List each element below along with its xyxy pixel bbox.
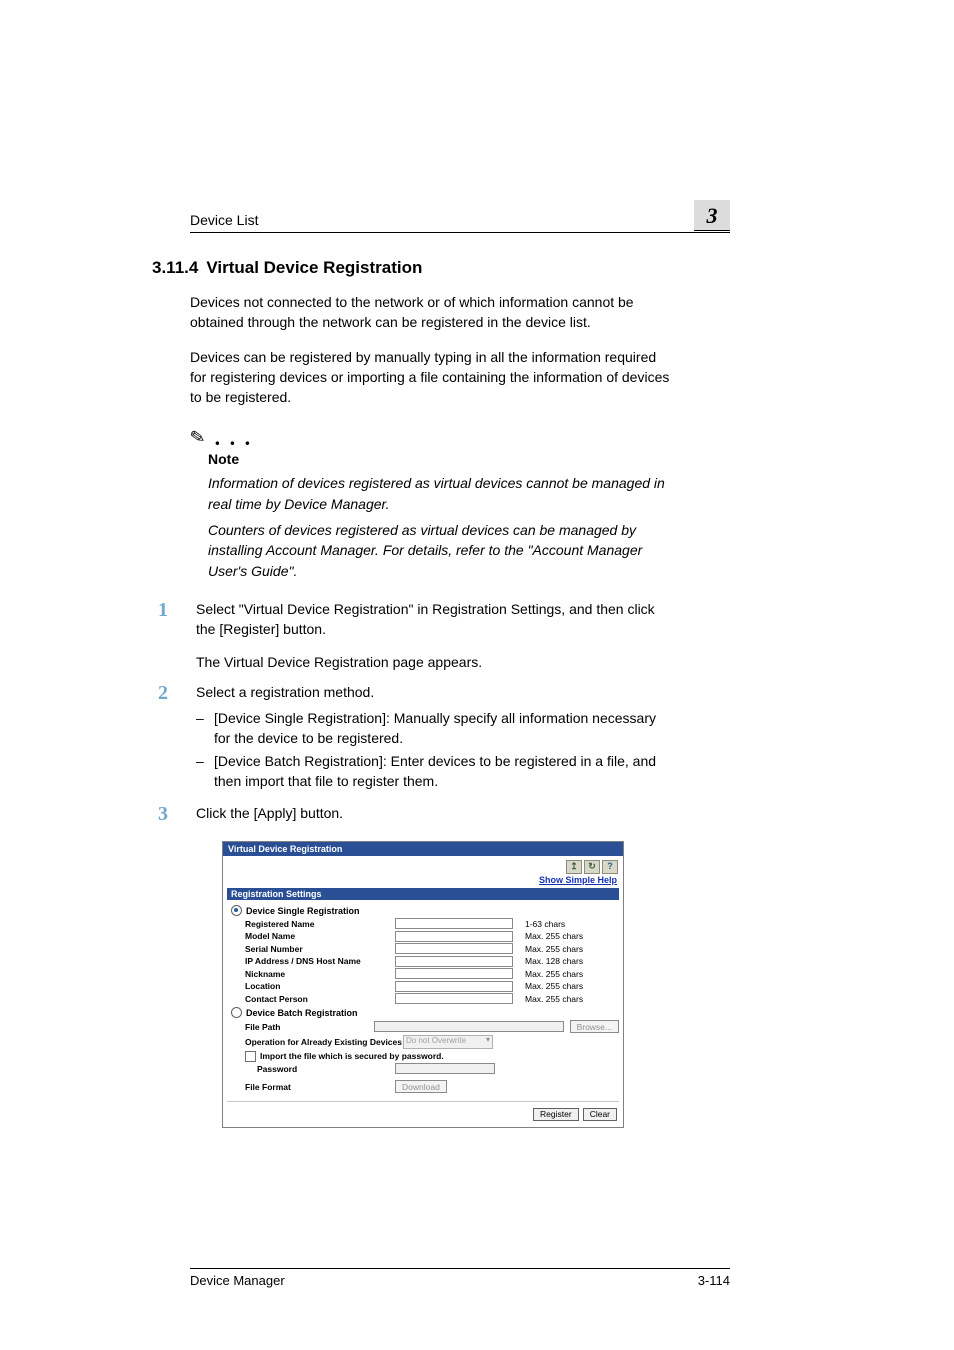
step-3: 3 Click the [Apply] button. [152,803,672,825]
step-1-text: Select "Virtual Device Registration" in … [196,601,655,637]
hint-contact: Max. 255 chars [525,994,583,1004]
checkbox-icon[interactable] [245,1051,256,1062]
running-title: Device List [190,212,258,228]
label-model-name: Model Name [245,931,395,941]
panel-title: Virtual Device Registration [223,842,623,856]
label-registered-name: Registered Name [245,919,395,929]
checkbox-import-secured[interactable]: Import the file which is secured by pass… [245,1051,619,1062]
paragraph-intro-1: Devices not connected to the network or … [190,292,670,333]
step-2: 2 Select a registration method. –[Device… [152,682,672,793]
label-location: Location [245,981,395,991]
footer-left: Device Manager [190,1273,285,1288]
step-1-sub: The Virtual Device Registration page app… [196,652,672,672]
label-op-existing: Operation for Already Existing Devices [245,1037,403,1047]
input-nickname[interactable] [395,968,513,979]
label-nickname: Nickname [245,969,395,979]
paragraph-intro-2: Devices can be registered by manually ty… [190,347,670,408]
toolbar-up-icon[interactable]: ↥ [566,860,582,874]
note-dots: . . . [207,425,252,450]
radio-single-registration[interactable]: Device Single Registration [231,905,619,916]
note-body-1: Information of devices registered as vir… [208,473,670,514]
running-header: Device List [190,212,730,233]
hint-nickname: Max. 255 chars [525,969,583,979]
show-simple-help-link[interactable]: Show Simple Help [223,875,623,888]
label-contact: Contact Person [245,994,395,1004]
note-body-2: Counters of devices registered as virtua… [208,520,670,581]
label-password: Password [257,1064,395,1074]
section-tab: 3 [694,200,730,231]
input-serial-number[interactable] [395,943,513,954]
step-3-text: Click the [Apply] button. [196,805,343,821]
step-2-bullet-2: –[Device Batch Registration]: Enter devi… [196,751,672,792]
browse-button[interactable]: Browse... [570,1020,619,1033]
input-contact[interactable] [395,993,513,1004]
page-footer: Device Manager 3-114 [190,1268,730,1288]
toolbar-help-icon[interactable]: ? [602,860,618,874]
step-number: 1 [152,599,196,621]
step-1: 1 Select "Virtual Device Registration" i… [152,599,672,672]
toolbar-refresh-icon[interactable]: ↻ [584,860,600,874]
heading-number: 3.11.4 [152,258,198,277]
input-location[interactable] [395,981,513,992]
hint-location: Max. 255 chars [525,981,583,991]
checkbox-import-label: Import the file which is secured by pass… [260,1051,444,1061]
heading-3-11-4: 3.11.4 Virtual Device Registration [152,258,834,278]
hint-serial-number: Max. 255 chars [525,944,583,954]
heading-title: Virtual Device Registration [206,258,422,277]
clear-button[interactable]: Clear [583,1108,617,1121]
radio-icon[interactable] [231,1007,242,1018]
download-button[interactable]: Download [395,1080,447,1093]
footer-right: 3-114 [698,1273,730,1288]
input-file-path[interactable] [374,1021,564,1032]
note-icon: ✎ [189,427,209,448]
radio-batch-label: Device Batch Registration [246,1008,358,1018]
label-file-path: File Path [245,1022,374,1032]
note-label: Note [208,451,670,467]
select-op-existing[interactable]: Do not Overwrite [403,1035,493,1049]
input-password[interactable] [395,1063,495,1074]
input-ip-dns[interactable] [395,956,513,967]
radio-icon[interactable] [231,905,242,916]
hint-model-name: Max. 255 chars [525,931,583,941]
label-serial-number: Serial Number [245,944,395,954]
radio-batch-registration[interactable]: Device Batch Registration [231,1007,619,1018]
input-registered-name[interactable] [395,918,513,929]
label-ip-dns: IP Address / DNS Host Name [245,956,395,966]
step-number: 3 [152,803,196,825]
hint-ip-dns: Max. 128 chars [525,956,583,966]
hint-registered-name: 1-63 chars [525,919,565,929]
registration-settings-bar: Registration Settings [227,888,619,900]
section-number: 3 [707,203,718,228]
label-file-format: File Format [245,1082,395,1092]
radio-single-label: Device Single Registration [246,906,360,916]
step-2-text: Select a registration method. [196,684,374,700]
screenshot-panel: Virtual Device Registration ↥ ↻ ? Show S… [222,841,624,1128]
step-number: 2 [152,682,196,704]
register-button[interactable]: Register [533,1108,579,1121]
input-model-name[interactable] [395,931,513,942]
note-block: ✎ . . . Note Information of devices regi… [190,425,670,580]
step-2-bullet-1: –[Device Single Registration]: Manually … [196,708,672,749]
